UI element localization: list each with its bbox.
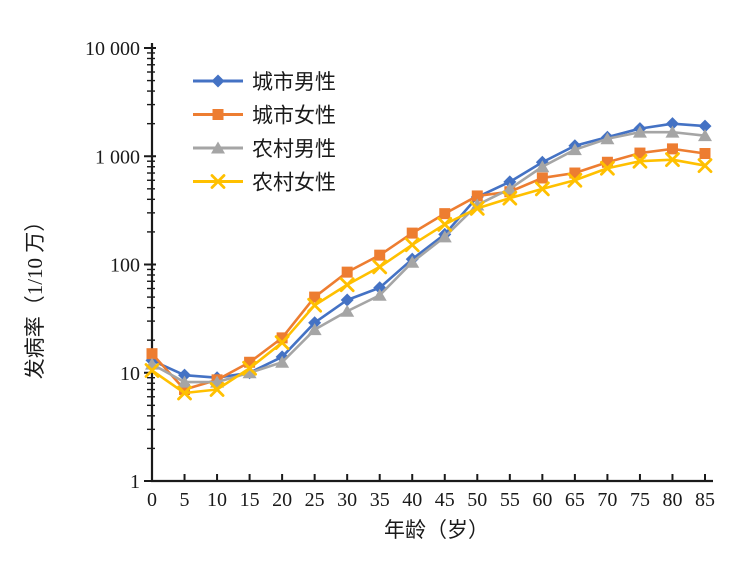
y-tick-label: 10 <box>120 363 140 385</box>
x-marker <box>209 382 225 397</box>
x-tick-label: 60 <box>532 489 552 511</box>
x-tick-label: 20 <box>272 489 292 511</box>
x-marker <box>665 152 680 168</box>
x-tick-label: 70 <box>597 489 617 511</box>
diamond-marker <box>665 117 679 131</box>
diamond-marker <box>503 175 517 189</box>
triangle-marker <box>600 132 615 145</box>
x-marker <box>437 216 453 232</box>
x-tick-label: 75 <box>630 489 650 511</box>
x-marker <box>144 363 160 378</box>
x-axis-title: 年龄（岁） <box>384 518 489 542</box>
triangle-marker <box>665 125 680 138</box>
diamond-marker <box>698 119 712 133</box>
triangle-marker <box>437 230 452 243</box>
square-marker <box>179 384 191 396</box>
x-marker <box>632 153 648 169</box>
triangle-marker <box>632 125 647 138</box>
square-marker <box>146 348 158 360</box>
square-marker <box>601 156 613 168</box>
series-line <box>151 130 706 384</box>
square-marker <box>309 291 321 303</box>
x-tick-label: 5 <box>180 489 190 511</box>
x-marker <box>242 360 257 376</box>
series-line <box>151 158 706 395</box>
x-marker <box>372 259 388 275</box>
square-marker <box>406 227 418 239</box>
triangle-marker <box>535 160 550 173</box>
square-marker <box>569 167 581 179</box>
x-tick-label: 50 <box>467 489 487 511</box>
legend-label: 城市男性 <box>252 70 336 94</box>
x-marker <box>567 172 583 188</box>
x-marker <box>274 335 290 350</box>
x-marker <box>502 190 518 206</box>
square-marker <box>341 266 353 278</box>
square-marker <box>244 356 256 368</box>
triangle-marker <box>698 129 712 142</box>
x-marker <box>404 237 420 253</box>
x-marker <box>177 385 192 401</box>
x-marker <box>307 297 323 313</box>
square-marker <box>634 147 646 159</box>
x-tick-label: 25 <box>305 489 325 511</box>
square-marker <box>212 109 224 120</box>
y-tick-label: 1 <box>130 471 140 493</box>
square-marker <box>536 172 548 184</box>
triangle-marker <box>502 182 517 195</box>
x-tick-label: 15 <box>240 489 260 511</box>
y-tick-label: 10 000 <box>85 38 140 60</box>
x-tick-label: 85 <box>695 489 715 511</box>
diamond-marker <box>308 316 322 330</box>
x-marker <box>469 200 485 216</box>
square-marker <box>374 249 386 261</box>
diamond-marker <box>211 74 225 88</box>
legend-label: 农村男性 <box>252 137 336 161</box>
square-marker <box>471 190 483 202</box>
x-tick-label: 55 <box>500 489 520 511</box>
x-marker <box>210 174 226 189</box>
x-tick-label: 30 <box>337 489 357 511</box>
triangle-marker <box>372 288 387 301</box>
x-marker <box>697 158 713 173</box>
square-marker <box>699 148 711 160</box>
triangle-marker <box>211 141 225 154</box>
triangle-marker <box>340 304 355 317</box>
diamond-marker <box>340 293 354 307</box>
x-tick-label: 35 <box>370 489 390 511</box>
x-tick-label: 0 <box>147 489 157 511</box>
x-marker <box>339 277 355 293</box>
y-tick-label: 100 <box>110 255 140 277</box>
triangle-marker <box>405 255 420 268</box>
series-line <box>151 147 706 391</box>
square-marker <box>439 208 451 220</box>
x-marker <box>600 160 615 176</box>
x-tick-label: 10 <box>207 489 227 511</box>
y-tick-label: 1 000 <box>95 146 140 168</box>
triangle-marker <box>307 323 322 336</box>
x-tick-label: 40 <box>402 489 422 511</box>
x-tick-label: 80 <box>662 489 682 511</box>
triangle-marker <box>275 355 290 368</box>
x-tick-label: 65 <box>565 489 585 511</box>
triangle-marker <box>177 375 192 388</box>
y-axis-title: 发病率（1/10 万） <box>23 211 47 380</box>
diamond-marker <box>178 368 192 382</box>
legend-label: 农村女性 <box>252 171 336 195</box>
triangle-marker <box>567 143 582 156</box>
square-marker <box>276 332 288 344</box>
x-marker <box>534 181 550 197</box>
x-tick-label: 45 <box>435 489 455 511</box>
legend-label: 城市女性 <box>252 104 336 128</box>
triangle-marker <box>242 366 257 379</box>
square-marker <box>666 143 678 155</box>
